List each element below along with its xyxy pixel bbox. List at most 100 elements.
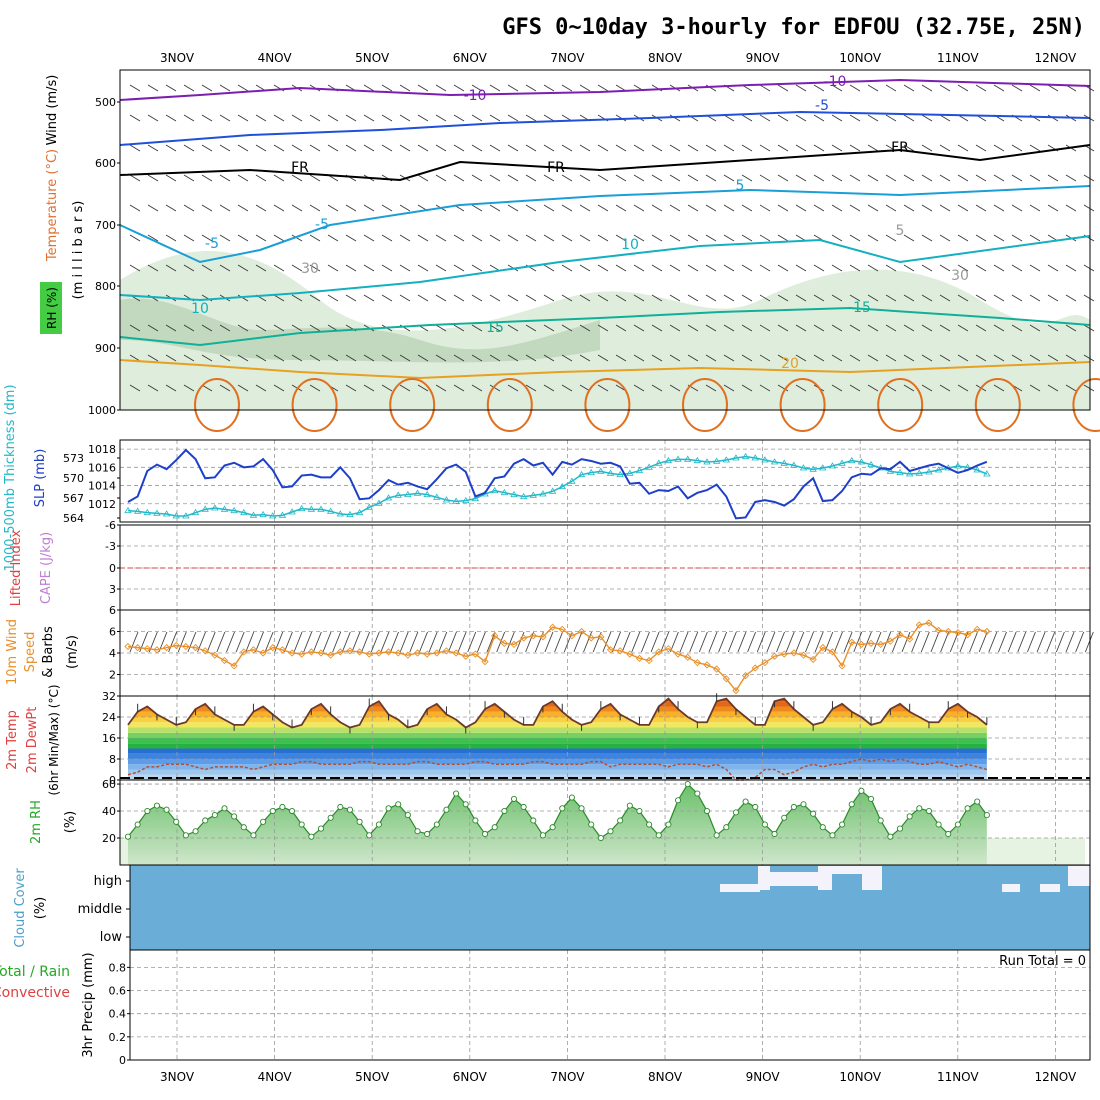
wind-barb — [903, 354, 915, 362]
wind-barb — [975, 174, 987, 182]
wind-barb — [921, 174, 933, 182]
surface-wind-barb — [341, 631, 351, 653]
thickness-point — [153, 509, 161, 516]
rh-point — [539, 832, 547, 839]
wind-barb — [489, 354, 501, 362]
wind-barb — [615, 234, 627, 242]
surface-heat-contour — [779, 378, 826, 432]
wind-barb — [147, 204, 159, 212]
wind-barb — [561, 324, 573, 332]
wind10m-tick-label: 6 — [109, 626, 116, 639]
wind-barb — [921, 114, 933, 122]
contour-label: 15 — [486, 320, 504, 336]
wind-barb — [255, 144, 267, 152]
wind-speed-point — [925, 619, 933, 627]
wind-barb — [957, 174, 969, 182]
surface-wind-barb — [380, 631, 390, 653]
wind-speed-point — [616, 647, 624, 655]
wind-barb — [237, 204, 249, 212]
wind-barb — [435, 174, 447, 182]
rh-point — [491, 824, 498, 831]
wind-barb — [885, 294, 897, 302]
wind-barb — [669, 174, 681, 182]
wind-barb — [759, 114, 771, 122]
temperature-band — [128, 701, 987, 707]
wind-barb — [741, 324, 753, 332]
wind-barb — [237, 174, 249, 182]
wind-barb — [129, 144, 141, 152]
wind-barb — [201, 324, 213, 332]
wind-barb — [417, 84, 429, 92]
rh-point — [153, 802, 160, 809]
thickness-point — [124, 506, 132, 514]
surface-heat-contour — [974, 378, 1021, 432]
wind-speed-point — [934, 626, 943, 635]
rh-point — [375, 821, 382, 828]
rh-point — [269, 807, 276, 815]
wind-barb — [975, 204, 987, 212]
surface-wind-barb — [496, 631, 506, 653]
surface-wind-barb — [409, 631, 419, 653]
wind-speed-point — [471, 650, 480, 658]
wind-barb — [507, 354, 519, 362]
precip-tick-label: 0.2 — [109, 1031, 127, 1044]
rh-shading-dark — [120, 298, 600, 363]
wind-barb — [777, 84, 789, 92]
wind-barb — [903, 384, 915, 392]
wind-barb — [201, 234, 213, 242]
rh-2m-axis-label: 2m RH — [29, 800, 44, 844]
temp-axis-label: 2m Temp — [5, 710, 20, 770]
wind-barb — [1083, 264, 1095, 272]
wind-barb — [633, 324, 645, 332]
cloud-gap — [1040, 884, 1060, 892]
wind-barb — [381, 144, 393, 152]
wind-barb — [867, 234, 879, 242]
wind-barb — [291, 354, 303, 362]
wind-barb — [633, 204, 645, 212]
rh-point — [202, 817, 209, 824]
wind-speed-point — [134, 643, 142, 652]
rh-point — [501, 807, 508, 815]
wind-barb — [1065, 174, 1077, 182]
thickness-point — [655, 459, 663, 466]
wind-barb — [651, 234, 663, 242]
wind-barb — [543, 264, 555, 272]
wind-barb — [237, 114, 249, 122]
wind-barb — [903, 294, 915, 302]
rh-point — [954, 821, 961, 828]
rh-tick-label: 40 — [102, 805, 116, 818]
wind-barb — [237, 264, 249, 272]
wind-barb — [1083, 174, 1095, 182]
wind-barb — [795, 384, 807, 392]
rh-point — [800, 801, 807, 808]
thickness-point — [442, 496, 451, 503]
rh-point — [298, 821, 305, 828]
date-label-top: 6NOV — [453, 51, 488, 65]
wind-barb — [201, 144, 213, 152]
wind-barb — [849, 84, 861, 92]
wind-barb — [1011, 234, 1023, 242]
wind-barb — [813, 324, 825, 332]
wind-speed-point — [722, 675, 730, 683]
slp-tick-label: 1018 — [88, 443, 116, 456]
wind-barb — [1047, 174, 1059, 182]
wind-barb — [525, 354, 537, 362]
wind-barb — [993, 384, 1005, 392]
rh-point — [317, 825, 325, 832]
dewpoint-line — [127, 758, 988, 781]
wind-barb — [957, 264, 969, 272]
rh-point — [617, 817, 624, 824]
wind-barb — [993, 354, 1005, 362]
wind-barb — [957, 234, 969, 242]
wind-barb — [201, 204, 213, 212]
surface-wind-barb — [1017, 631, 1027, 653]
surface-heat-contour — [291, 378, 338, 432]
temperature-tick-label: 24 — [102, 711, 116, 724]
wind-barb — [867, 354, 879, 362]
wind-barb — [1029, 324, 1041, 332]
wind-speed-point — [336, 648, 344, 656]
wind-barb — [759, 144, 771, 152]
wind-barb — [579, 174, 591, 182]
wind-barb — [651, 264, 663, 272]
wind-barb — [327, 144, 339, 152]
